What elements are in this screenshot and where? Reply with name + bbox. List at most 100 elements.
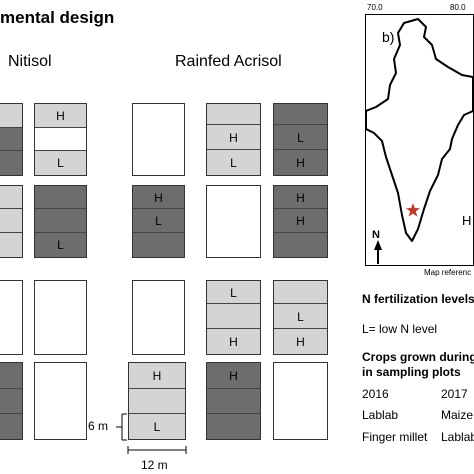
legend-crop-2016-a: Lablab: [362, 408, 399, 422]
plot-subplot: [207, 104, 260, 125]
plot-subplot: [207, 186, 260, 257]
plot-subplot: L: [35, 151, 86, 175]
subplot-n-level-label: H: [296, 156, 305, 170]
field-plot: L: [34, 185, 87, 258]
plot-subplot: L: [274, 125, 327, 150]
field-plot: [34, 362, 87, 440]
subplot-n-level-label: H: [154, 191, 163, 205]
plot-subplot: H: [207, 363, 260, 389]
plot-subplot: [207, 414, 260, 439]
subplot-n-level-label: L: [155, 214, 162, 228]
plot-subplot: L: [129, 414, 185, 439]
legend-n-levels-title: N fertilization levels: [362, 292, 474, 306]
legend-year-2016: 2016: [362, 387, 389, 401]
plot-subplot: [0, 363, 22, 389]
plot-subplot: [129, 389, 185, 414]
column-heading-nitisol: Nitisol: [8, 53, 52, 70]
subplot-n-level-label: L: [297, 131, 304, 145]
map-panel-label: b): [382, 29, 395, 45]
plot-subplot: H: [207, 329, 260, 354]
legend-year-2017: 2017: [441, 387, 468, 401]
subplot-n-level-label: L: [57, 156, 64, 170]
field-plot: H: [206, 362, 261, 440]
subplot-n-level-label: H: [229, 335, 238, 349]
field-plot: [0, 103, 23, 176]
plot-subplot: L: [207, 281, 260, 304]
subplot-n-level-label: H: [56, 109, 65, 123]
north-arrow-icon: [374, 240, 382, 264]
plot-subplot: [35, 186, 86, 209]
subplot-n-level-label: H: [296, 335, 305, 349]
plot-subplot: [35, 128, 86, 151]
legend-crop-2016-b: Finger millet: [362, 430, 428, 444]
subplot-n-level-label: L: [230, 286, 237, 300]
field-plot: [132, 280, 185, 355]
plot-subplot: [207, 304, 260, 329]
legend-crop-2017-b: Lablab: [441, 430, 474, 444]
legend-low-definition: L= low N level: [362, 322, 438, 336]
plot-subplot: [0, 233, 22, 257]
subplot-n-level-label: L: [230, 156, 237, 170]
plot-subplot: [35, 281, 86, 354]
column-heading-rainfed-acrisol: Rainfed Acrisol: [175, 53, 282, 70]
plot-subplot: [274, 363, 327, 439]
subplot-n-level-label: L: [153, 420, 161, 434]
plot-subplot: [0, 281, 22, 354]
diagram-title: mental design: [0, 8, 115, 27]
subplot-n-level-label: H: [229, 131, 238, 145]
plot-subplot: [0, 414, 22, 439]
subplot-n-level-label: H: [152, 369, 162, 383]
field-plot: [0, 362, 23, 440]
india-map-outline: [366, 18, 473, 242]
plot-subplot: H: [35, 104, 86, 128]
subplot-n-level-label: H: [296, 191, 305, 205]
plot-subplot: L: [133, 209, 184, 233]
legend-crops-title-line2: in sampling plots: [362, 365, 461, 379]
map-reference-text: Map referenc: [424, 268, 472, 277]
field-plot: [132, 103, 185, 176]
scale-height-label: 6 m: [88, 419, 109, 433]
field-plot: [273, 362, 328, 440]
plot-subplot: [133, 104, 184, 175]
plot-subplot: H: [274, 209, 327, 233]
field-plot: [206, 185, 261, 258]
field-plot: [0, 185, 23, 258]
subplot-n-level-label: H: [296, 214, 305, 228]
plot-subplot: L: [35, 233, 86, 257]
map-lon-tick-80: 80.0: [450, 3, 466, 12]
study-site-star-icon: [406, 203, 420, 217]
plot-subplot: H: [274, 329, 327, 354]
plot-subplot: [0, 104, 22, 128]
plot-subplot: H: [129, 363, 185, 389]
plot-subplot: H: [207, 125, 260, 150]
plot-subplot: [274, 104, 327, 125]
plot-subplot: [274, 233, 327, 257]
plot-subplot: [133, 281, 184, 354]
field-plot: [34, 280, 87, 355]
scale-width-label: 12 m: [141, 458, 168, 472]
plot-subplot: [0, 389, 22, 414]
plot-subplot: [0, 209, 22, 233]
scale-bar-vertical: [116, 413, 127, 441]
map-partial-label: H: [462, 213, 472, 228]
plot-subplot: [207, 389, 260, 414]
field-plot: [0, 280, 23, 355]
subplot-n-level-label: L: [297, 310, 304, 324]
plot-subplot: [133, 233, 184, 257]
plot-subplot: H: [133, 186, 184, 209]
plot-subplot: [35, 209, 86, 233]
plot-subplot: [274, 281, 327, 304]
plot-subplot: L: [274, 304, 327, 329]
subplot-n-level-label: L: [57, 238, 64, 252]
plot-subplot: [35, 363, 86, 439]
plot-subplot: [0, 151, 22, 175]
scale-bar-horizontal: [127, 446, 187, 454]
